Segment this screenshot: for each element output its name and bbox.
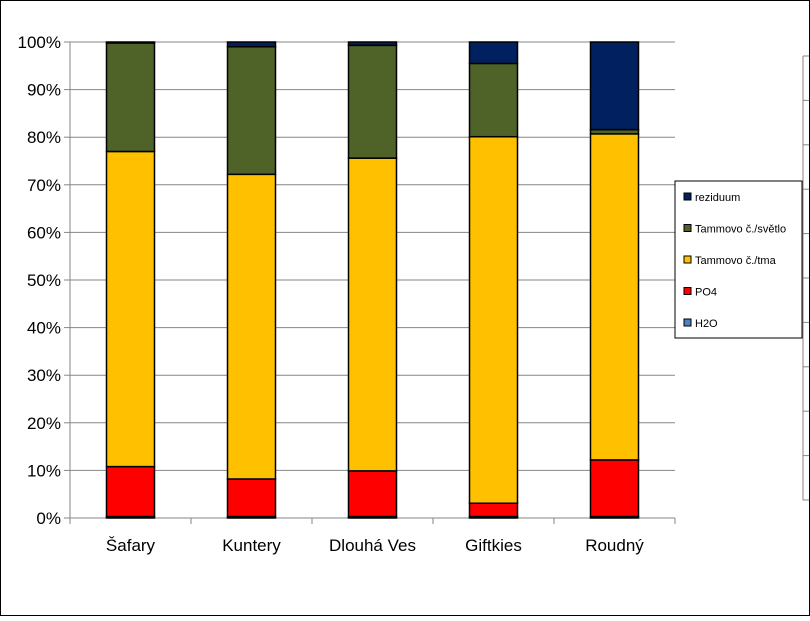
legend-label: H2O bbox=[695, 318, 718, 330]
bars bbox=[105, 41, 640, 519]
x-tick-label: Kuntery bbox=[222, 536, 281, 555]
bar-segment-reziduum bbox=[468, 41, 519, 65]
legend-label: PO4 bbox=[695, 287, 717, 299]
legend-swatch bbox=[683, 192, 692, 201]
y-tick-label: 50% bbox=[27, 271, 61, 290]
y-tick-label: 30% bbox=[27, 366, 61, 385]
bar-segment-Tammovo č./tma bbox=[105, 150, 156, 468]
y-tick-label: 80% bbox=[27, 128, 61, 147]
bar-segment-reziduum bbox=[589, 41, 640, 131]
legend-label: Tammovo č./tma bbox=[695, 255, 777, 267]
x-tick-label: Šafary bbox=[106, 536, 156, 555]
bar-segment-Tammovo č./světlo bbox=[105, 42, 156, 153]
bar-segment-Tammovo č./tma bbox=[468, 135, 519, 504]
bar-segment-Tammovo č./světlo bbox=[347, 44, 398, 159]
legend: reziduum Tammovo č./světlo Tammovo č./tma P… bbox=[674, 180, 803, 339]
bar-segment-PO4 bbox=[347, 470, 398, 518]
bar-segment-PO4 bbox=[105, 465, 156, 518]
bar-segment-Tammovo č./tma bbox=[589, 133, 640, 461]
y-tick-label: 70% bbox=[27, 176, 61, 195]
y-tick-label: 90% bbox=[27, 81, 61, 100]
bar-segment-Tammovo č./tma bbox=[347, 157, 398, 472]
bar-segment-Tammovo č./tma bbox=[226, 173, 277, 480]
x-tick-label: Dlouhá Ves bbox=[329, 536, 416, 555]
legend-label: reziduum bbox=[695, 192, 740, 204]
secondary-axis bbox=[802, 55, 809, 501]
bar-segment-PO4 bbox=[468, 502, 519, 518]
y-tick-label: 60% bbox=[27, 223, 61, 242]
bar-segment-reziduum bbox=[226, 41, 277, 48]
bar-segment-Tammovo č./světlo bbox=[468, 62, 519, 138]
legend-swatch bbox=[683, 318, 692, 327]
bar-segment-PO4 bbox=[589, 459, 640, 518]
y-tick-label: 20% bbox=[27, 414, 61, 433]
bar-segment-reziduum bbox=[105, 41, 156, 44]
y-tick-label: 40% bbox=[27, 319, 61, 338]
tick-labels: 0% 10% 20% 30% 40% 50% 60% 70% 80% 90% 100% Šafary K… bbox=[18, 33, 645, 555]
y-tick-label: 100% bbox=[18, 33, 61, 52]
x-tick-label: Roudný bbox=[585, 536, 644, 555]
legend-swatch bbox=[683, 224, 692, 232]
bar-segment-PO4 bbox=[226, 478, 277, 518]
bar-segment-reziduum bbox=[347, 41, 398, 47]
legend-box bbox=[674, 180, 803, 339]
bar-segment-Tammovo č./světlo bbox=[226, 46, 277, 176]
x-tick-label: Giftkies bbox=[465, 536, 522, 555]
y-tick-label: 10% bbox=[27, 461, 61, 480]
legend-label: Tammovo č./světlo bbox=[695, 224, 786, 236]
legend-swatch bbox=[683, 287, 692, 295]
y-tick-label: 0% bbox=[36, 509, 61, 528]
legend-swatch bbox=[683, 255, 692, 264]
